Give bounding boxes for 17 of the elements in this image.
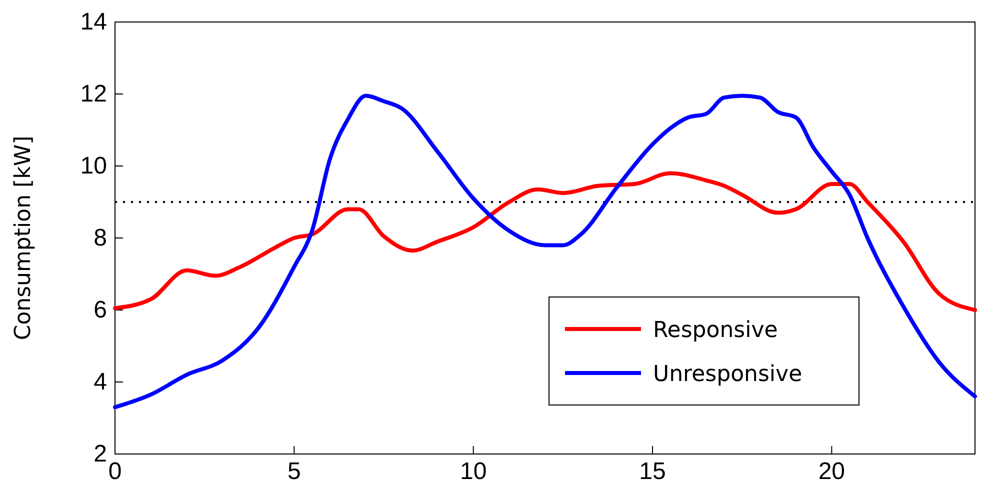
legend-label: Responsive [653,318,778,343]
x-tick-label: 10 [460,458,487,486]
x-tick-label: 15 [639,458,666,486]
line-series [113,94,977,410]
y-tick-label: 14 [80,8,107,36]
y-tick-label: 4 [94,368,107,396]
y-tick-label: 12 [80,80,107,108]
x-tick-label: 0 [108,458,122,486]
legend-label: Unresponsive [653,362,802,387]
y-tick-label: 8 [94,224,107,252]
y-tick-label: 10 [80,152,107,180]
y-tick-label: 6 [94,296,107,324]
y-tick-label: 2 [94,440,107,468]
y-axis-title: Consumption [kW] [11,136,36,340]
line-series [113,171,977,312]
x-tick-label: 20 [818,458,846,486]
x-tick-label: 5 [287,458,301,486]
